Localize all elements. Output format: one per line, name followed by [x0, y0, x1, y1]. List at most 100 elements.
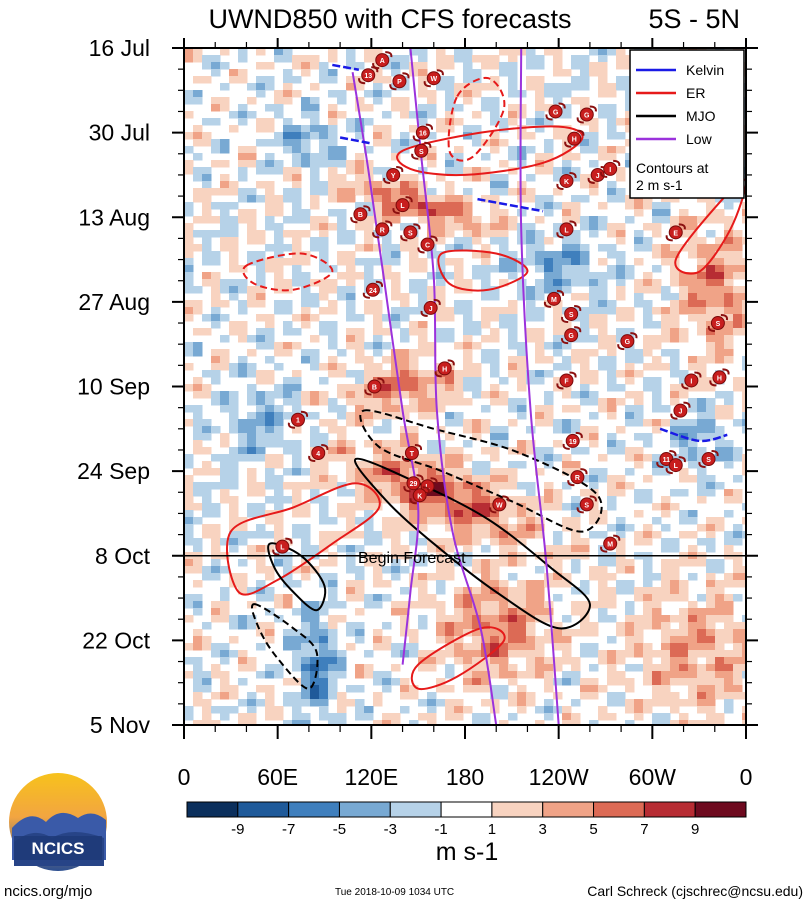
field-cell [193, 419, 203, 427]
field-cell [328, 300, 338, 308]
field-cell [625, 643, 635, 651]
field-cell [382, 391, 392, 399]
field-cell [427, 398, 437, 406]
field-cell [346, 419, 356, 427]
field-cell [301, 531, 311, 539]
field-cell [310, 181, 320, 189]
field-cell [445, 398, 455, 406]
field-cell [346, 293, 356, 301]
field-cell [517, 538, 527, 546]
field-cell [562, 342, 572, 350]
field-cell [400, 678, 410, 686]
field-cell [661, 636, 671, 644]
field-cell [607, 125, 617, 133]
field-cell [355, 685, 365, 693]
field-cell [400, 608, 410, 616]
field-cell [220, 587, 230, 595]
field-cell [238, 195, 248, 203]
field-cell [292, 608, 302, 616]
field-cell [193, 566, 203, 574]
field-cell [283, 188, 293, 196]
field-cell [355, 132, 365, 140]
field-cell [652, 671, 662, 679]
field-cell [688, 622, 698, 630]
field-cell [355, 622, 365, 630]
field-cell [652, 419, 662, 427]
field-cell [346, 622, 356, 630]
field-cell [220, 181, 230, 189]
field-cell [220, 601, 230, 609]
field-cell [679, 615, 689, 623]
field-cell [220, 671, 230, 679]
field-cell [571, 699, 581, 707]
field-cell [607, 503, 617, 511]
field-cell [202, 531, 212, 539]
logo-text: NCICS [32, 839, 85, 858]
field-cell [607, 657, 617, 665]
field-cell [436, 209, 446, 217]
field-cell [292, 230, 302, 238]
field-cell [229, 370, 239, 378]
field-cell [274, 342, 284, 350]
field-cell [274, 97, 284, 105]
field-cell [292, 272, 302, 280]
field-cell [256, 167, 266, 175]
field-cell [274, 419, 284, 427]
field-cell [184, 265, 194, 273]
field-cell [391, 643, 401, 651]
field-cell [490, 650, 500, 658]
colorbar-swatch [440, 801, 493, 818]
field-cell [715, 300, 725, 308]
field-cell [364, 706, 374, 714]
field-cell [625, 265, 635, 273]
field-cell [184, 615, 194, 623]
field-cell [454, 615, 464, 623]
field-cell [679, 699, 689, 707]
field-cell [310, 671, 320, 679]
field-cell [355, 258, 365, 266]
field-cell [391, 398, 401, 406]
field-cell [310, 356, 320, 364]
cyclone-marker: G [545, 102, 566, 121]
field-cell [445, 153, 455, 161]
field-cell [427, 230, 437, 238]
field-cell [211, 272, 221, 280]
field-cell [535, 643, 545, 651]
field-cell [544, 503, 554, 511]
field-cell [607, 601, 617, 609]
field-cell [229, 475, 239, 483]
forecast-start-label: Begin Forecast [358, 550, 466, 567]
field-cell [481, 153, 491, 161]
field-cell [211, 160, 221, 168]
field-cell [544, 699, 554, 707]
field-cell [535, 580, 545, 588]
field-cell [634, 286, 644, 294]
field-cell [517, 629, 527, 637]
field-cell [562, 83, 572, 91]
field-cell [463, 279, 473, 287]
field-cell [571, 608, 581, 616]
field-cell [625, 720, 635, 725]
field-cell [607, 671, 617, 679]
field-cell [409, 531, 419, 539]
field-cell [571, 447, 581, 455]
field-cell [310, 62, 320, 70]
field-cell [508, 699, 518, 707]
field-cell [328, 370, 338, 378]
field-cell [634, 370, 644, 378]
field-cell [328, 328, 338, 336]
field-cell [499, 139, 509, 147]
field-cell [652, 398, 662, 406]
field-cell [706, 573, 716, 581]
field-cell [526, 601, 536, 609]
field-cell [544, 83, 554, 91]
field-cell [670, 307, 680, 315]
field-cell [508, 153, 518, 161]
field-cell [328, 398, 338, 406]
field-cell [283, 377, 293, 385]
field-cell [607, 412, 617, 420]
field-cell [742, 692, 746, 700]
field-cell [670, 349, 680, 357]
field-cell [418, 650, 428, 658]
field-cell [697, 356, 707, 364]
